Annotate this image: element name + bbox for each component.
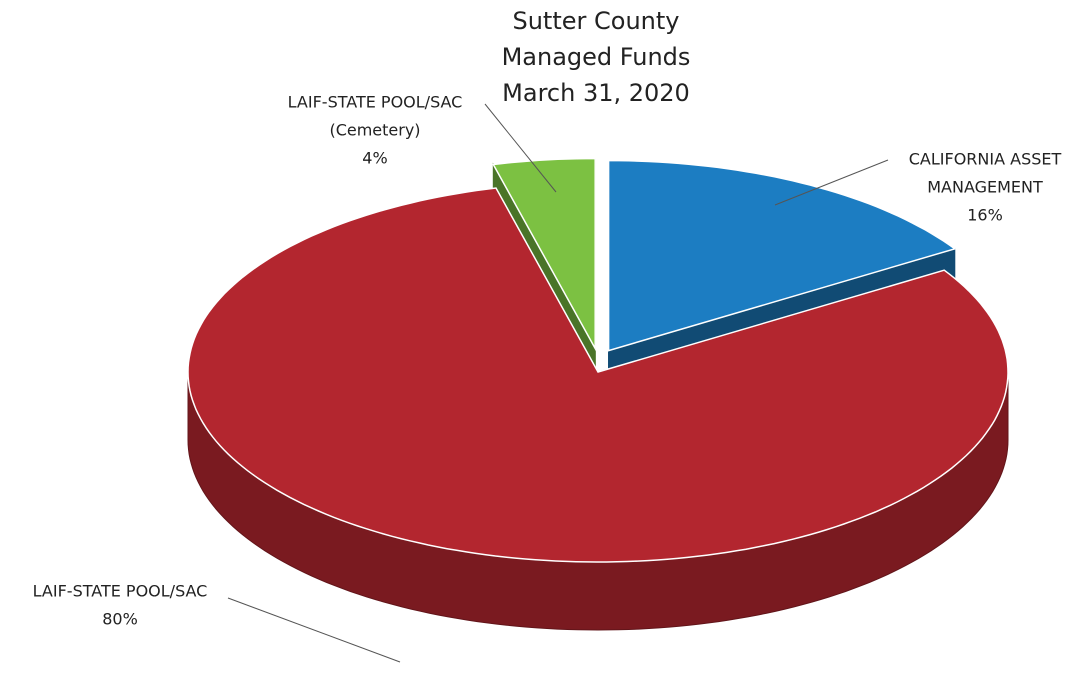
slice-label: LAIF-STATE POOL/SAC (33, 582, 208, 601)
title-line: Managed Funds (502, 43, 691, 71)
value-label: 80% (102, 610, 138, 629)
value-label: 4% (362, 149, 387, 168)
slice-label: MANAGEMENT (927, 178, 1043, 197)
chart-title: Sutter County Managed Funds March 31, 20… (502, 7, 691, 107)
slice-label: (Cemetery) (329, 121, 420, 140)
slice-label: CALIFORNIA ASSET (909, 150, 1062, 169)
slice (492, 157, 596, 352)
value-label: 16% (967, 206, 1003, 225)
slice (607, 159, 957, 352)
slice-label: LAIF-STATE POOL/SAC (288, 93, 463, 112)
title-line: March 31, 2020 (502, 79, 690, 107)
title-line: Sutter County (512, 7, 679, 35)
leader-line (484, 103, 557, 193)
slice (187, 187, 1009, 563)
leader-line (227, 597, 401, 663)
leader-line (774, 159, 889, 206)
